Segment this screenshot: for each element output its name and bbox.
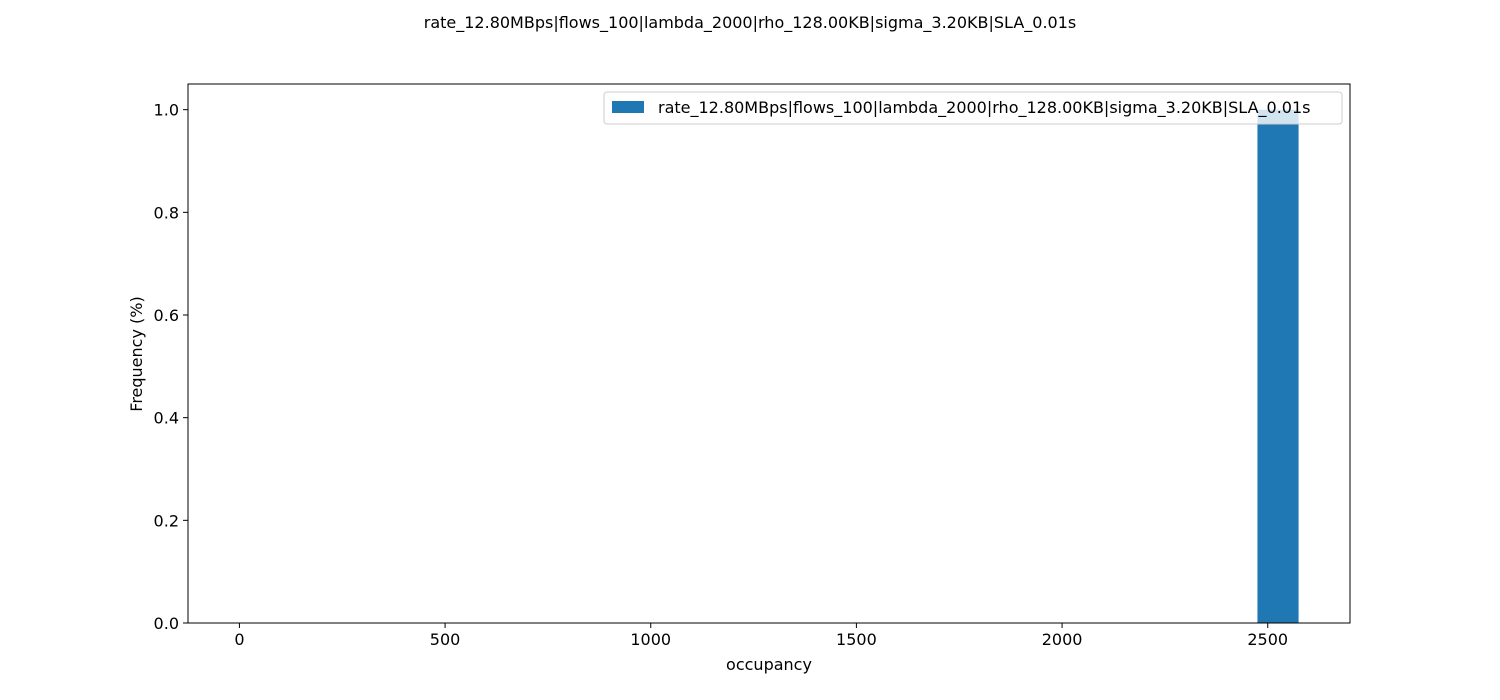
x-tick-label: 2500: [1247, 630, 1288, 649]
x-axis-label: occupancy: [726, 655, 812, 674]
y-tick-label: 0.6: [154, 306, 179, 325]
y-tick-label: 0.2: [154, 511, 179, 530]
legend-label: rate_12.80MBps|flows_100|lambda_2000|rho…: [658, 98, 1310, 118]
y-tick-label: 1.0: [154, 101, 179, 120]
y-tick-label: 0.8: [154, 203, 179, 222]
x-tick-label: 0: [234, 630, 244, 649]
x-tick-label: 500: [430, 630, 461, 649]
y-tick-label: 0.4: [154, 409, 179, 428]
x-tick-label: 1000: [630, 630, 671, 649]
legend-swatch: [612, 101, 644, 113]
x-tick-label: 1500: [836, 630, 877, 649]
histogram-bar-0-0: [1257, 109, 1299, 623]
y-axis-label: Frequency (%): [127, 296, 146, 411]
y-axis-ticks: 0.0 0.2 0.4 0.6 0.8 1.0: [154, 101, 188, 633]
x-axis-ticks: 0 500 1000 1500 2000 2500: [234, 623, 1288, 649]
y-tick-label: 0.0: [154, 614, 179, 633]
plot-area-frame: [187, 83, 1351, 624]
bars-layer: [1257, 109, 1299, 623]
x-tick-label: 2000: [1042, 630, 1083, 649]
legend: rate_12.80MBps|flows_100|lambda_2000|rho…: [603, 91, 1343, 125]
chart-title: rate_12.80MBps|flows_100|lambda_2000|rho…: [424, 13, 1076, 33]
legend-box: [603, 91, 1343, 125]
